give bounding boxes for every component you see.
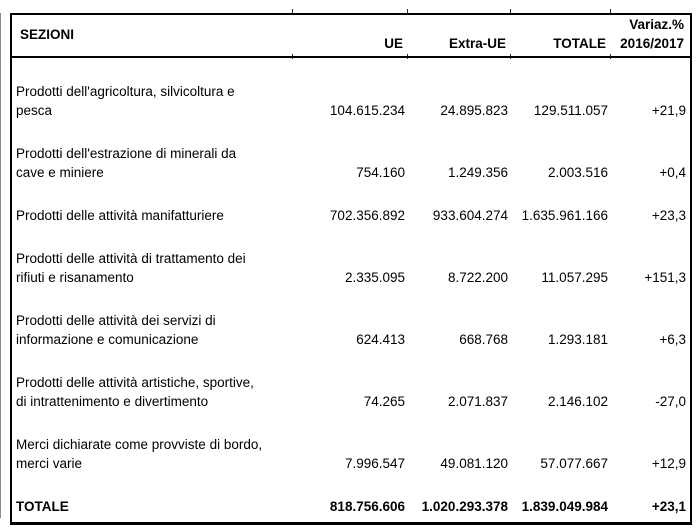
total-variazione-value: +23,1 (651, 499, 686, 514)
totale-value: 11.057.295 (541, 270, 608, 285)
variazione-value: +23,3 (651, 208, 686, 223)
extra-ue-value: 2.071.837 (447, 394, 508, 409)
row-label: Prodotti delle attività artistiche, spor… (16, 375, 254, 409)
table-row: Prodotti delle attività artistiche, spor… (11, 349, 691, 411)
variazione-header-cell: Variaz.% 2016/2017 (612, 14, 691, 58)
variazione-value: -27,0 (655, 394, 686, 409)
table-row: Prodotti dell'agricoltura, silvicoltura … (11, 57, 691, 120)
extra-ue-value: 24.895.823 (440, 103, 508, 118)
totale-value: 57.077.667 (540, 456, 608, 471)
totale-value: 2.146.102 (547, 394, 608, 409)
ue-value: 702.356.892 (329, 208, 405, 223)
extra-ue-value: 49.081.120 (440, 456, 508, 471)
table-row: Prodotti delle attività manifatturiere 7… (11, 182, 691, 225)
totale-value: 1.635.961.166 (521, 208, 608, 223)
table-row: Prodotti delle attività dei servizi di i… (11, 287, 691, 349)
total-label: TOTALE (16, 499, 69, 514)
total-ue-value: 818.756.606 (329, 499, 405, 514)
ue-value: 624.413 (356, 332, 405, 347)
ue-header-cell: UE (294, 14, 409, 58)
ue-value: 74.265 (363, 394, 405, 409)
sections-trade-table: SEZIONI UE Extra-UE TOTALE Variaz.% 2016… (10, 13, 692, 525)
screen-edge-gridline (0, 13, 1, 518)
extra-ue-value: 1.249.356 (447, 165, 508, 180)
total-extra-ue-value: 1.020.293.378 (421, 499, 508, 514)
row-label: Prodotti delle attività di trattamento d… (16, 251, 246, 285)
variazione-value: +21,9 (651, 103, 686, 118)
row-label: Prodotti dell'agricoltura, silvicoltura … (16, 84, 235, 118)
table-header-row: SEZIONI UE Extra-UE TOTALE Variaz.% 2016… (11, 14, 691, 58)
table-row: Prodotti dell'estrazione di minerali da … (11, 120, 691, 182)
variazione-value: +151,3 (644, 270, 686, 285)
gridline-tick (510, 9, 511, 14)
table-row: Merci dichiarate come provviste di bordo… (11, 411, 691, 473)
table-total-row: TOTALE 818.756.606 1.020.293.378 1.839.0… (11, 473, 691, 524)
ue-value: 7.996.547 (344, 456, 405, 471)
row-label: Prodotti dell'estrazione di minerali da … (16, 146, 237, 180)
row-label: Prodotti delle attività dei servizi di i… (16, 313, 216, 347)
gridline-tick (292, 9, 293, 14)
totale-value: 2.003.516 (547, 165, 608, 180)
gridline-tick (407, 9, 408, 14)
totale-value: 129.511.057 (533, 103, 608, 118)
totale-value: 1.293.181 (547, 332, 608, 347)
ue-value: 2.335.095 (344, 270, 405, 285)
total-totale-value: 1.839.049.984 (521, 499, 608, 514)
table-row: Prodotti delle attività di trattamento d… (11, 225, 691, 287)
extra-ue-value: 933.604.274 (432, 208, 508, 223)
totale-header-cell: TOTALE (512, 14, 612, 58)
ue-value: 754.160 (356, 165, 405, 180)
variazione-value: +6,3 (659, 332, 686, 347)
row-label: Prodotti delle attività manifatturiere (16, 208, 224, 223)
variazione-value: +0,4 (659, 165, 686, 180)
gridline-tick (610, 9, 611, 14)
row-label: Merci dichiarate come provviste di bordo… (16, 437, 263, 471)
extra-ue-header-cell: Extra-UE (409, 14, 512, 58)
extra-ue-value: 8.722.200 (447, 270, 508, 285)
variazione-value: +12,9 (651, 456, 686, 471)
extra-ue-value: 668.768 (459, 332, 508, 347)
sezioni-header-cell: SEZIONI (11, 14, 294, 58)
ue-value: 104.615.234 (329, 103, 405, 118)
